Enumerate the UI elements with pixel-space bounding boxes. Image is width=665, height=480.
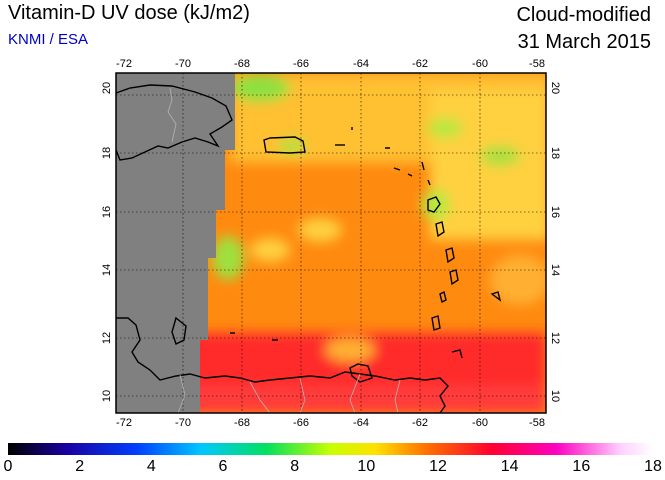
lon-label: -58: [529, 417, 545, 429]
lat-label: 16: [549, 206, 561, 218]
barbados-coast: [490, 291, 502, 302]
guadeloupe-coast: [427, 196, 441, 213]
lon-label: -62: [412, 58, 428, 70]
colorbar-tick-label: 8: [290, 458, 300, 475]
st-lucia-coast: [449, 269, 459, 286]
hispaniola-coast: [115, 84, 233, 161]
lat-label: 12: [101, 332, 113, 344]
colorbar-tick-label: 12: [429, 458, 447, 475]
state-border: [299, 377, 306, 414]
tobago-coast: [451, 349, 463, 359]
martinique-coast: [445, 247, 455, 264]
lon-label: -60: [472, 58, 488, 70]
colorbar-tick-label: 0: [3, 458, 13, 475]
colorbar-tick-label: 6: [218, 458, 228, 475]
south-america-coast: [116, 317, 449, 414]
lon-label: -68: [234, 417, 250, 429]
coastlines: [115, 84, 502, 414]
margarita-coast: [349, 363, 373, 383]
uv-field-green-patch: [230, 74, 290, 102]
state-border: [394, 379, 401, 414]
uv-field-yellow-patch: [250, 238, 290, 262]
uv-field-green-patch: [480, 146, 520, 166]
lon-label: -72: [116, 417, 132, 429]
colombia-venezuela-border: [177, 374, 186, 414]
lat-label: 10: [549, 390, 561, 402]
lon-label: -64: [353, 417, 369, 429]
lat-lon-grid: [116, 73, 546, 413]
lat-label: 14: [549, 264, 561, 276]
lon-label: -68: [234, 58, 250, 70]
state-border: [249, 381, 271, 414]
colorbar-tick-label: 2: [75, 458, 85, 475]
lon-labels-top: -72 -70 -68 -66 -64 -62 -60 -58: [116, 58, 545, 70]
lon-label: -60: [472, 417, 488, 429]
lat-label: 16: [101, 206, 113, 218]
colorbar-tick-label: 10: [357, 458, 376, 475]
lon-label: -72: [116, 58, 132, 70]
uv-field-green-patch: [427, 118, 463, 138]
guajira-coast: [171, 316, 187, 345]
uv-field-green-patch: [212, 236, 244, 280]
uv-field-yellow-patch: [298, 218, 342, 242]
lon-label: -70: [175, 58, 191, 70]
lon-label: -64: [353, 58, 369, 70]
grenada-coast: [431, 315, 441, 331]
colorbar-tick-label: 4: [146, 458, 156, 475]
colorbar-tick-label: 18: [644, 458, 662, 475]
lat-label: 18: [101, 147, 113, 159]
borders: [167, 87, 401, 414]
island-coast: [385, 147, 431, 186]
lon-labels-bottom: -72 -70 -68 -66 -64 -62 -60 -58: [116, 417, 545, 429]
credit-label: KNMI / ESA: [8, 31, 89, 48]
lat-label: 18: [549, 147, 561, 159]
uv-field-east-yellow: [430, 90, 546, 240]
title-right: Cloud-modified 31 March 2015: [516, 2, 651, 56]
lat-label: 12: [549, 332, 561, 344]
lon-label: -66: [293, 417, 309, 429]
puerto-rico-coast: [263, 136, 306, 154]
lon-label: -70: [175, 417, 191, 429]
colorbar-tick-label: 14: [500, 458, 519, 475]
subtitle: Cloud-modified: [516, 4, 651, 26]
dominica-coast: [435, 221, 445, 238]
lat-label: 20: [101, 82, 113, 94]
uv-field: [116, 73, 546, 413]
colorbar-tick-label: 16: [572, 458, 591, 475]
haiti-dr-border: [167, 87, 177, 143]
map-frame: [115, 72, 547, 414]
lon-label: -58: [529, 58, 545, 70]
uv-field-green-patch: [278, 138, 306, 154]
state-border: [349, 373, 361, 414]
lon-label: -62: [412, 417, 428, 429]
colorbar: [8, 443, 653, 455]
lat-labels-left: 10 12 14 16 18 20: [101, 82, 113, 402]
lat-label: 14: [101, 264, 113, 276]
uv-field-yellow-patch: [490, 255, 546, 305]
map-title: Vitamin-D UV dose (kJ/m2): [8, 2, 250, 24]
lat-label: 20: [549, 82, 561, 94]
lat-labels-right: 10 12 14 16 18 20: [549, 82, 561, 402]
st-vincent-coast: [439, 290, 447, 304]
lon-label: -66: [293, 58, 309, 70]
date-label: 31 March 2015: [517, 31, 651, 53]
uv-field-green-patch: [422, 189, 450, 221]
no-data-region: [116, 73, 235, 413]
lat-label: 10: [101, 390, 113, 402]
uv-field-yellow-patch: [325, 338, 375, 362]
